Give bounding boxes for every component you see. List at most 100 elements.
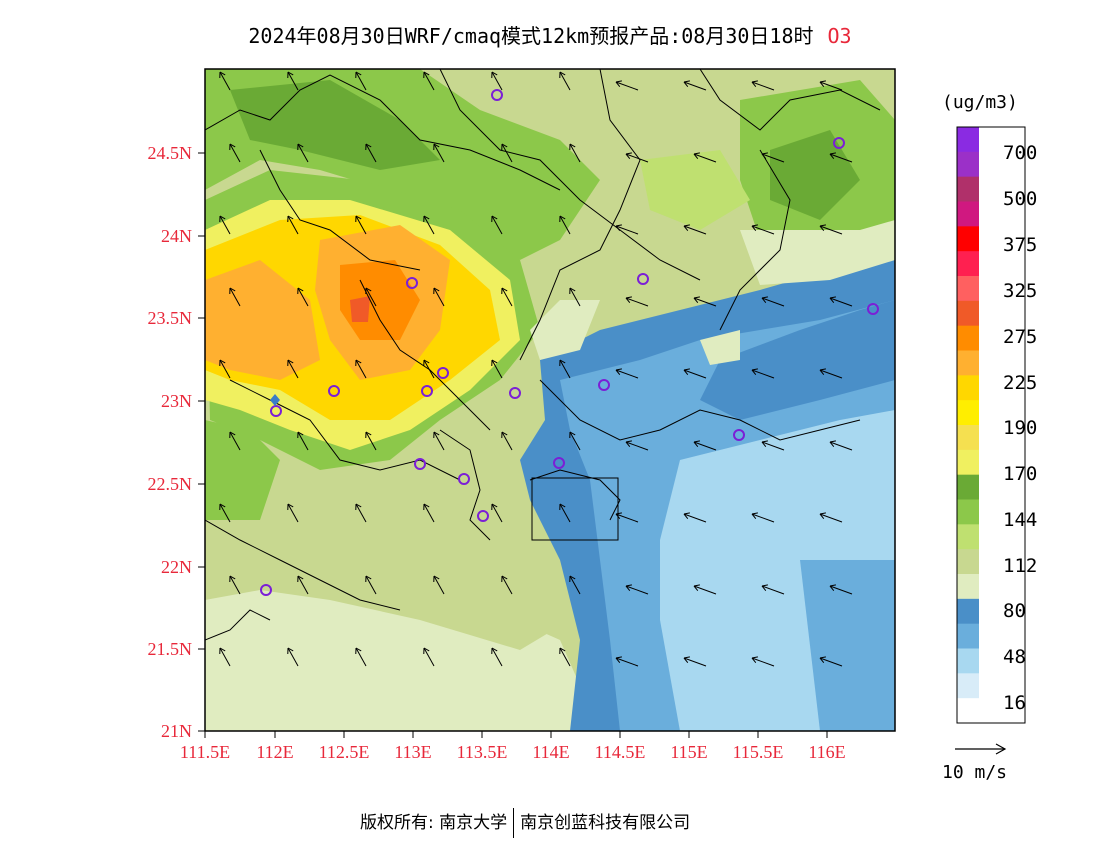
wind-arrow — [761, 153, 785, 163]
wind-arrowhead — [355, 359, 362, 367]
wind-arrow — [287, 503, 299, 523]
wind-arrowhead — [819, 368, 826, 375]
wind-arrow — [569, 575, 581, 595]
colorbar-label: 48 — [1003, 646, 1026, 668]
lat-label: 23.5N — [148, 308, 193, 328]
wind-arrow — [683, 225, 707, 235]
wind-arrowhead — [615, 368, 622, 375]
site-marker — [477, 510, 489, 522]
lon-label: 112E — [256, 742, 293, 762]
wind-arrow — [219, 503, 231, 523]
chart-title: 2024年08月30日WRF/cmaq模式12km预报产品:08月30日18时 O… — [0, 20, 1100, 49]
wind-arrow — [829, 585, 853, 595]
wind-arrowhead — [625, 440, 632, 447]
wind-arrowhead — [569, 143, 576, 151]
wind-arrowhead — [229, 575, 236, 583]
lon-label: 113E — [394, 742, 431, 762]
wind-arrow — [355, 71, 367, 91]
wind-arrow — [559, 71, 571, 91]
wind-arrowhead — [615, 80, 622, 87]
highlight-site-icon — [270, 394, 280, 406]
wind-arrow — [615, 369, 639, 379]
wind-arrowhead — [501, 143, 508, 151]
lon-label: 114.5E — [595, 742, 646, 762]
wind-arrowhead — [219, 647, 226, 655]
wind-arrow — [559, 647, 571, 667]
wind-arrow — [423, 215, 435, 235]
wind-arrow — [751, 225, 775, 235]
site-marker — [733, 429, 745, 441]
lat-label: 21.5N — [148, 639, 193, 659]
lat-label: 23N — [161, 391, 192, 411]
wind-arrowhead — [569, 287, 576, 295]
wind-arrow — [761, 297, 785, 307]
wind-arrow — [297, 431, 309, 451]
wind-arrowhead — [819, 512, 826, 519]
wind-arrow — [365, 143, 377, 163]
lat-label: 21N — [161, 721, 192, 741]
wind-arrow — [365, 287, 377, 307]
wind-arrow — [423, 359, 435, 379]
wind-arrowhead — [615, 224, 622, 231]
wind-arrow — [491, 647, 503, 667]
wind-arrow — [219, 359, 231, 379]
colorbar-frame — [956, 126, 1026, 724]
wind-arrow — [683, 657, 707, 667]
site-marker — [509, 387, 521, 399]
reference-wind-arrow — [955, 743, 1007, 755]
wind-arrowhead — [355, 215, 362, 223]
wind-arrow — [491, 503, 503, 523]
wind-arrow — [615, 657, 639, 667]
wind-arrowhead — [365, 431, 372, 439]
wind-arrowhead — [625, 152, 632, 159]
wind-arrow — [615, 225, 639, 235]
lon-label: 115.5E — [733, 742, 784, 762]
wind-arrowhead — [229, 143, 236, 151]
wind-arrowhead — [287, 215, 294, 223]
wind-arrow — [423, 71, 435, 91]
colorbar-segment — [957, 574, 979, 600]
colorbar-label: 190 — [1003, 417, 1037, 439]
lon-label: 112.5E — [319, 742, 370, 762]
wind-arrowhead — [501, 431, 508, 439]
wind-arrow — [615, 513, 639, 523]
colorbar-segment — [957, 251, 979, 277]
wind-arrow — [751, 369, 775, 379]
wind-arrowhead — [423, 215, 430, 223]
wind-arrowhead — [751, 80, 758, 87]
wind-arrowhead — [761, 152, 768, 159]
colorbar-segment — [957, 673, 979, 699]
wind-arrowhead — [819, 656, 826, 663]
colorbar-segment — [957, 400, 979, 426]
copyright-footer: 版权所有: 南京大学 南京创蓝科技有限公司 — [360, 808, 690, 838]
site-marker — [491, 89, 503, 101]
colorbar-segment — [957, 648, 979, 674]
site-marker — [414, 458, 426, 470]
colorbar-segment — [957, 176, 979, 202]
colorbar-label: 500 — [1003, 188, 1037, 210]
site-marker — [553, 457, 565, 469]
wind-arrow — [625, 585, 649, 595]
wind-arrow — [355, 359, 367, 379]
wind-arrowhead — [829, 584, 836, 591]
wind-vectors — [219, 71, 853, 667]
wind-arrow — [501, 143, 513, 163]
wind-arrowhead — [615, 512, 622, 519]
wind-arrowhead — [287, 359, 294, 367]
wind-arrowhead — [297, 575, 304, 583]
title-species: O3 — [827, 24, 852, 48]
colorbar-segment — [957, 201, 979, 227]
wind-arrowhead — [423, 503, 430, 511]
colorbar-labels: 700 500 375 325 275 225 190 170 144 112 … — [1003, 142, 1037, 714]
wind-arrow — [433, 575, 445, 595]
colorbar-segment — [957, 325, 979, 351]
wind-arrowhead — [693, 440, 700, 447]
wind-arrowhead — [751, 656, 758, 663]
wind-arrow — [355, 215, 367, 235]
wind-arrow — [297, 287, 309, 307]
site-marker — [598, 379, 610, 391]
wind-arrow — [355, 503, 367, 523]
colorbar-segment — [957, 598, 979, 625]
wind-arrowhead — [219, 71, 226, 79]
colorbar-segment — [957, 425, 979, 451]
